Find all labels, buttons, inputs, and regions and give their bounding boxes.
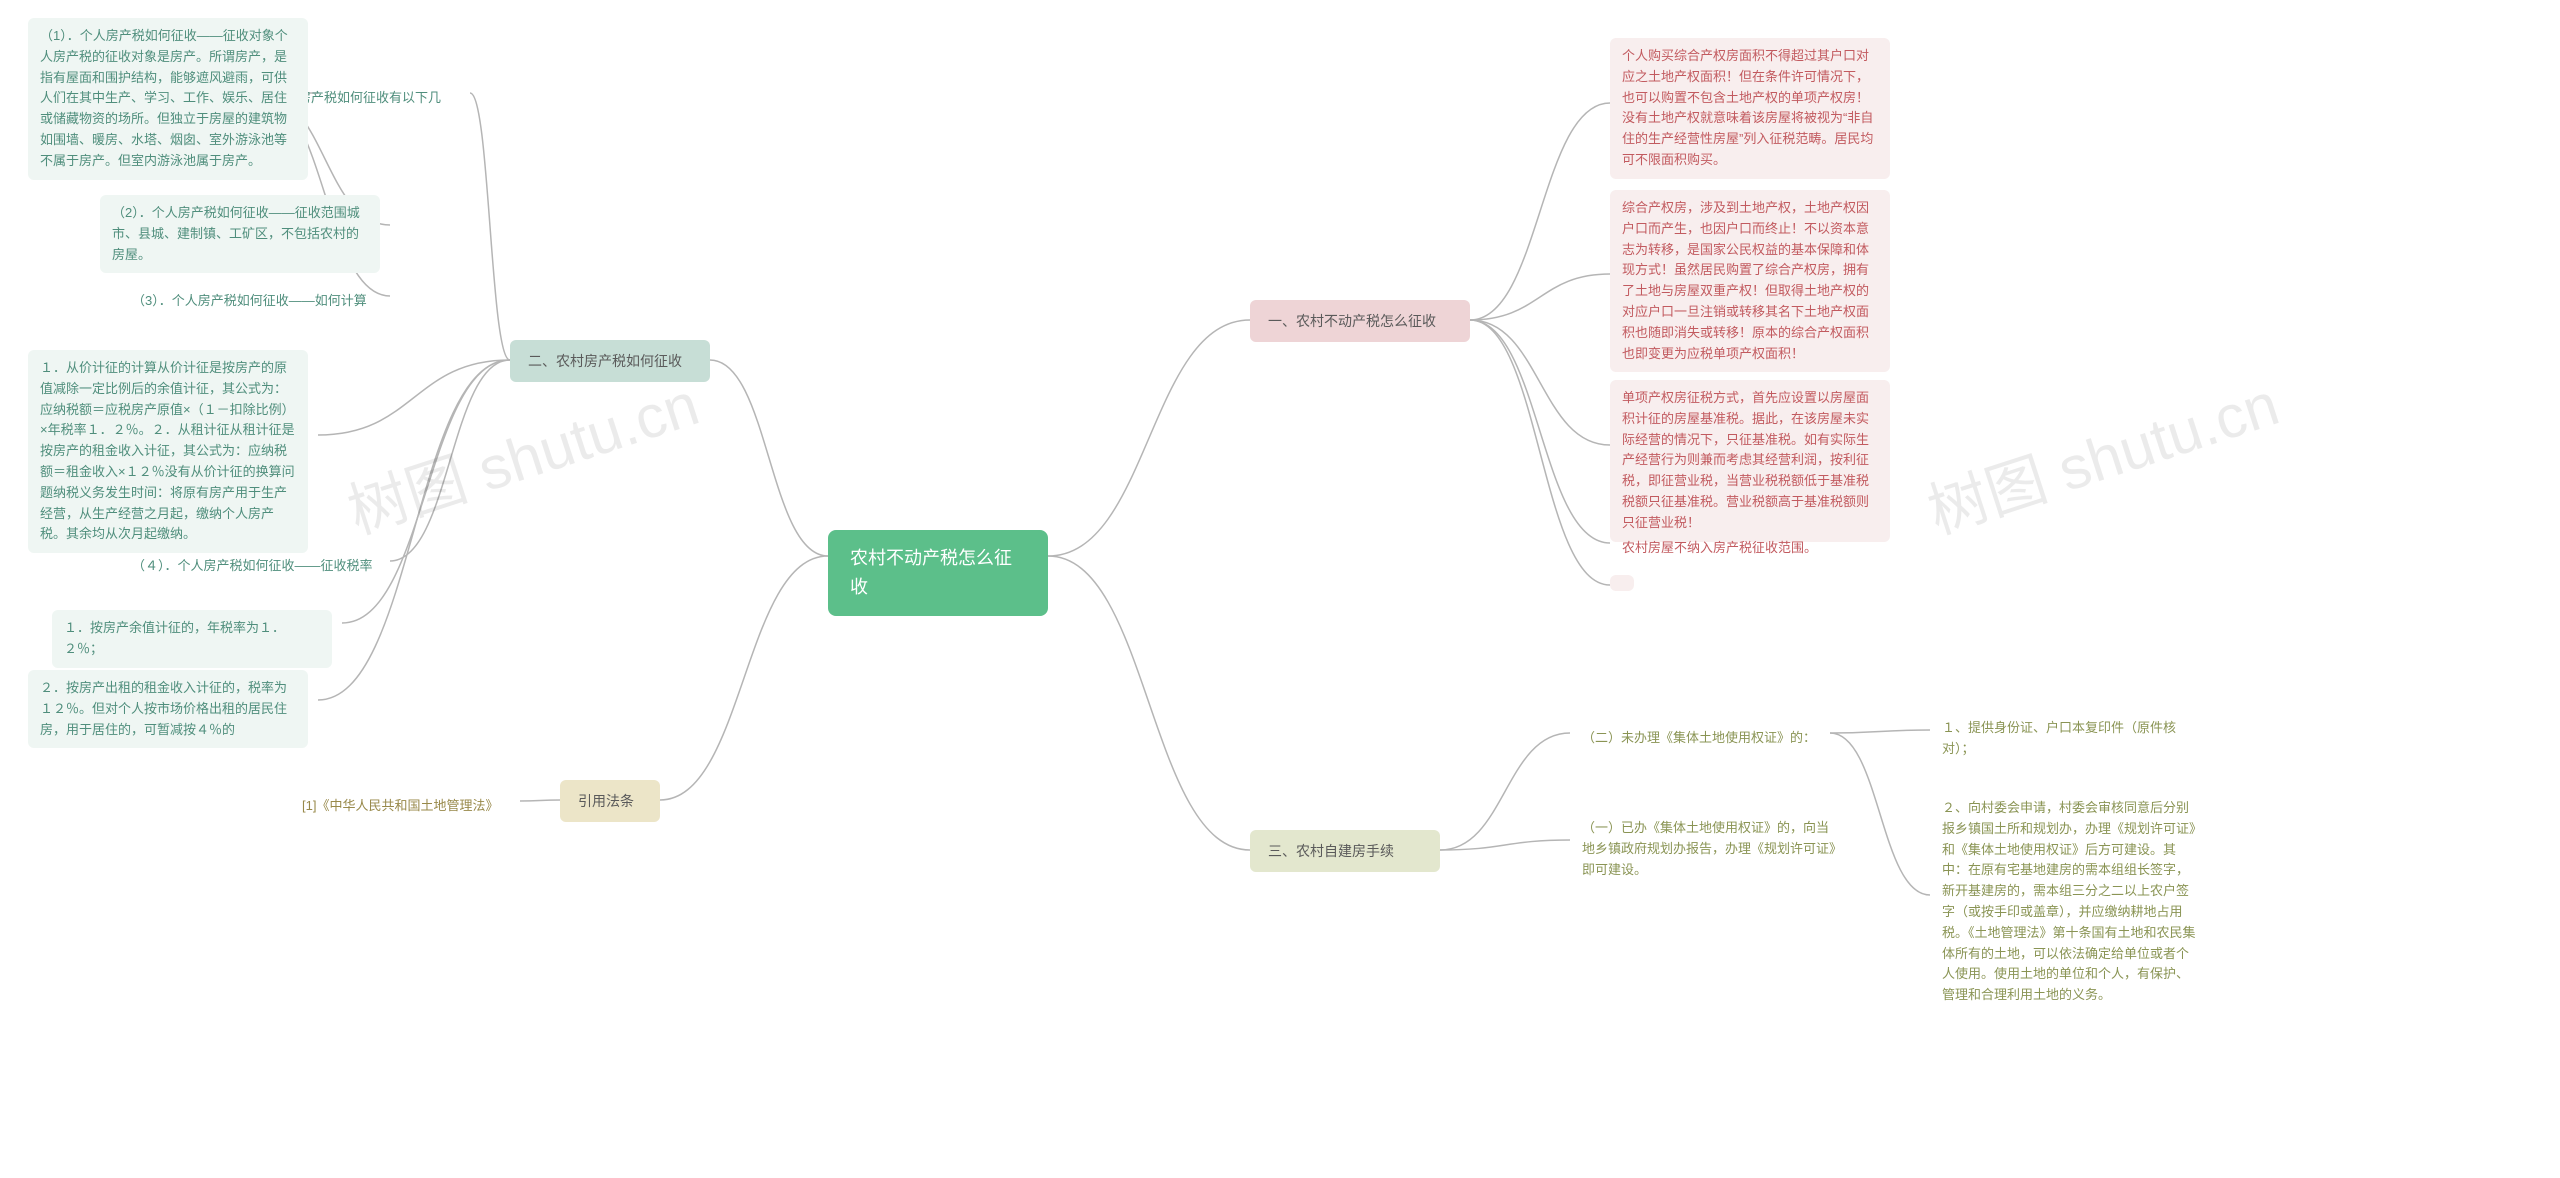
mindmap-leaf: （４）．个人房产税如何征收——征收税率 bbox=[120, 548, 390, 585]
mindmap-subleaf: ２、向村委会申请，村委会审核同意后分别报乡镇国土所和规划办，办理《规划许可证》和… bbox=[1930, 790, 2210, 1014]
mindmap-leaf: 综合产权房，涉及到土地产权，土地产权因户口而产生，也因户口而终止！不以资本意志为… bbox=[1610, 190, 1890, 372]
mindmap-subleaf: １、提供身份证、户口本复印件（原件核对）； bbox=[1930, 710, 2210, 768]
mindmap-leaf: （一）已办《集体土地使用权证》的，向当地乡镇政府规划办报告，办理《规划许可证》即… bbox=[1570, 810, 1850, 888]
mindmap-leaf: [1]《中华人民共和国土地管理法》 bbox=[290, 788, 520, 825]
mindmap-subleaf: （3）．个人房产税如何征收——如何计算 bbox=[120, 283, 390, 320]
watermark: 树图 shutu.cn bbox=[335, 356, 708, 551]
watermark: 树图 shutu.cn bbox=[1915, 356, 2288, 551]
mindmap-branch: 二、农村房产税如何征收 bbox=[510, 340, 710, 382]
mindmap-leaf: ２．按房产出租的租金收入计征的，税率为１２％。但对个人按市场价格出租的居民住房，… bbox=[28, 670, 308, 748]
mindmap-root: 农村不动产税怎么征收 bbox=[828, 530, 1048, 616]
mindmap-subleaf: （2）．个人房产税如何征收——征收范围城市、县城、建制镇、工矿区，不包括农村的房… bbox=[100, 195, 380, 273]
mindmap-leaf: １．按房产余值计征的，年税率为１．２％； bbox=[52, 610, 332, 668]
mindmap-subleaf: （1）．个人房产税如何征收——征收对象个人房产税的征收对象是房产。所谓房产，是指… bbox=[28, 18, 308, 180]
mindmap-leaf bbox=[1610, 575, 1634, 591]
mindmap-leaf: 农村房屋不纳入房产税征收范围。 bbox=[1610, 530, 1830, 567]
mindmap-leaf: 个人购买综合产权房面积不得超过其户口对应之土地产权面积！但在条件许可情况下，也可… bbox=[1610, 38, 1890, 179]
mindmap-branch: 三、农村自建房手续 bbox=[1250, 830, 1440, 872]
mindmap-branch: 引用法条 bbox=[560, 780, 660, 822]
mindmap-leaf: 单项产权房征税方式，首先应设置以房屋面积计征的房屋基准税。据此，在该房屋未实际经… bbox=[1610, 380, 1890, 542]
mindmap-leaf: １．从价计征的计算从价计征是按房产的原值减除一定比例后的余值计征，其公式为：应纳… bbox=[28, 350, 308, 553]
mindmap-branch: 一、农村不动产税怎么征收 bbox=[1250, 300, 1470, 342]
mindmap-leaf: （二）未办理《集体土地使用权证》的： bbox=[1570, 720, 1830, 757]
